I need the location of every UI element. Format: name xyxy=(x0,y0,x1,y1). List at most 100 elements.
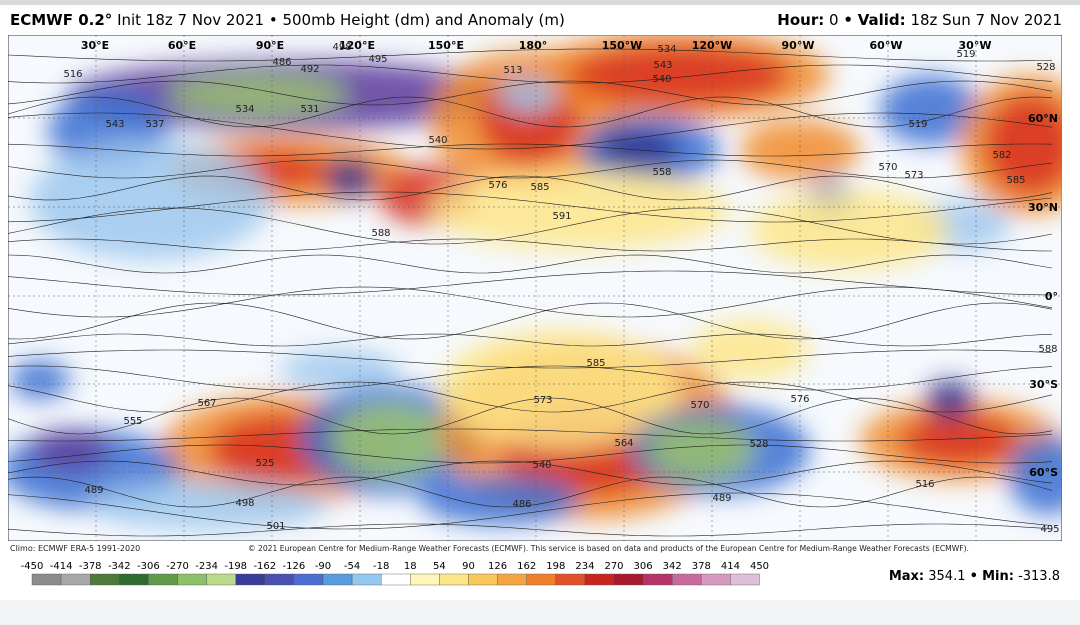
contour-line xyxy=(8,397,1053,435)
colorbar-label: -342 xyxy=(108,561,131,572)
colorbar-swatch xyxy=(701,573,731,586)
contour-line xyxy=(8,159,1053,179)
contour-line xyxy=(8,476,1053,508)
contour-label: 528 xyxy=(749,439,768,450)
lon-label: 60°W xyxy=(870,39,903,52)
colorbar-label: 90 xyxy=(462,561,475,572)
colorbar-swatch xyxy=(410,573,440,586)
min-label: Min: xyxy=(982,569,1014,584)
lon-label: 180° xyxy=(519,39,547,52)
contour-line xyxy=(8,175,1053,201)
contour-label: 558 xyxy=(652,167,671,178)
colorbar-label: 342 xyxy=(663,561,682,572)
anomaly-area xyxy=(570,45,790,105)
lon-label: 150°W xyxy=(602,39,643,52)
contour-label: 495 xyxy=(368,54,387,65)
contour-label: 516 xyxy=(63,69,82,80)
anomaly-area xyxy=(925,380,975,420)
colorbar: -450 -414 -378 -342 -306 -270 -234 -198 -162 -126… xyxy=(21,561,769,586)
anomaly-area xyxy=(1008,435,1062,515)
contour-label: 513 xyxy=(503,65,522,76)
lon-label: 90°W xyxy=(782,39,815,52)
anomaly-area xyxy=(440,330,680,450)
anomaly-area xyxy=(985,95,1062,195)
contour-line xyxy=(8,191,1053,223)
anomaly-area xyxy=(690,320,810,380)
colorbar-swatch xyxy=(206,573,236,586)
colorbar-swatch xyxy=(642,573,673,586)
colorbar-label: -54 xyxy=(344,561,360,572)
contour-label: 567 xyxy=(197,398,216,409)
anomaly-area xyxy=(30,140,270,260)
hour-label: Hour: xyxy=(777,11,825,29)
contour-line xyxy=(8,254,1053,274)
colorbar-label: -126 xyxy=(283,561,306,572)
colorbar-swatch xyxy=(89,573,120,586)
colorbar-swatch xyxy=(468,573,498,586)
lon-label: 120°W xyxy=(692,39,733,52)
colorbar-swatch xyxy=(119,573,149,586)
colorbar-label: 414 xyxy=(721,561,740,572)
colorbar-label: -378 xyxy=(79,561,102,572)
colorbar-label: 162 xyxy=(517,561,536,572)
colorbar-label: -198 xyxy=(224,561,247,572)
stats: Max: 354.1 • Min: -313.8 xyxy=(889,569,1060,584)
copyright: © 2021 European Centre for Medium-Range … xyxy=(248,544,969,553)
contour-line xyxy=(8,286,1053,318)
colorbar-swatch xyxy=(439,573,469,586)
contour-label: 531 xyxy=(300,104,319,115)
colorbar-label: -234 xyxy=(195,561,218,572)
contour-label: 540 xyxy=(652,74,671,85)
colorbar-swatch xyxy=(351,573,382,586)
contour-line xyxy=(8,48,1053,62)
lon-label: 150°E xyxy=(428,39,464,52)
model: ECMWF 0.2° xyxy=(10,11,113,29)
anomaly-area xyxy=(330,402,450,478)
colorbar-swatch xyxy=(613,573,644,586)
contour-label: 585 xyxy=(530,182,549,193)
contour-label: 585 xyxy=(586,358,605,369)
colorbar-swatch xyxy=(730,573,760,586)
bottom-band xyxy=(0,600,1080,625)
climo: Climo: ECMWF ERA-5 1991-2020 xyxy=(10,544,141,553)
colorbar-label: -162 xyxy=(253,561,276,572)
lon-label: 30°E xyxy=(81,39,109,52)
anomaly-area xyxy=(325,158,375,198)
anomaly-area xyxy=(900,415,1020,465)
lon-label: 90°E xyxy=(256,39,284,52)
colorbar-label: -90 xyxy=(315,561,331,572)
colorbar-swatch xyxy=(60,573,91,586)
anomaly-area xyxy=(10,360,70,400)
contour-label: 543 xyxy=(653,60,672,71)
contour-line xyxy=(8,64,1053,84)
colorbar-swatch xyxy=(177,573,207,586)
contour-line xyxy=(8,492,1053,530)
colorbar-swatch xyxy=(148,573,178,586)
anomaly-area xyxy=(880,75,980,145)
contour-line xyxy=(8,207,1053,245)
lon-label: 120°E xyxy=(339,39,375,52)
colorbar-swatch xyxy=(555,573,586,586)
contour-line xyxy=(8,238,1053,252)
contour-label: 570 xyxy=(878,162,897,173)
contour-label: 555 xyxy=(123,416,142,427)
contour-label: 495 xyxy=(1040,524,1059,535)
contour-label: 489 xyxy=(84,485,103,496)
lat-label: 0° xyxy=(1045,290,1058,303)
colorbar-label: 234 xyxy=(575,561,594,572)
colorbar-label: 306 xyxy=(634,561,653,572)
contour-label: 540 xyxy=(428,135,447,146)
contour-label: 540 xyxy=(532,460,551,471)
colorbar-label: -450 xyxy=(21,561,44,572)
colorbar-label: 54 xyxy=(433,561,446,572)
contour-label: 528 xyxy=(1036,62,1055,73)
contour-line xyxy=(8,444,1053,464)
contour-label: 585 xyxy=(1006,175,1025,186)
contour-label: 534 xyxy=(657,44,676,55)
contour-line xyxy=(8,96,1053,128)
map: 30°E 60°E 90°E 120°E 150°E 180° 150°W 120°W 90°W… xyxy=(8,35,1062,541)
contour-label: 501 xyxy=(266,521,285,532)
lat-label: 60°N xyxy=(1028,112,1058,125)
lon-label: 30°W xyxy=(959,39,992,52)
